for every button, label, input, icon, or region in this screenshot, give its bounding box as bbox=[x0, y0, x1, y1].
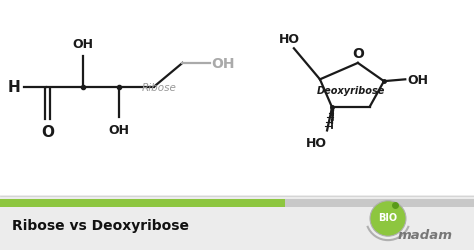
Text: O: O bbox=[41, 124, 54, 139]
Text: Ribose: Ribose bbox=[142, 82, 177, 92]
Text: H: H bbox=[8, 80, 20, 95]
Bar bbox=[285, 199, 474, 207]
Text: OH: OH bbox=[408, 74, 428, 86]
Text: OH: OH bbox=[108, 123, 129, 136]
Text: O: O bbox=[352, 46, 364, 60]
Text: BIO: BIO bbox=[378, 212, 398, 222]
Text: madam: madam bbox=[398, 228, 453, 241]
Text: Ribose vs Deoxyribose: Ribose vs Deoxyribose bbox=[12, 218, 189, 232]
Text: Deoxyribose: Deoxyribose bbox=[317, 86, 385, 96]
Text: HO: HO bbox=[306, 136, 327, 149]
Circle shape bbox=[370, 201, 406, 236]
Text: HO: HO bbox=[279, 32, 300, 46]
Bar bbox=[0, 199, 285, 207]
Text: OH: OH bbox=[73, 38, 93, 51]
Text: OH: OH bbox=[211, 57, 235, 70]
